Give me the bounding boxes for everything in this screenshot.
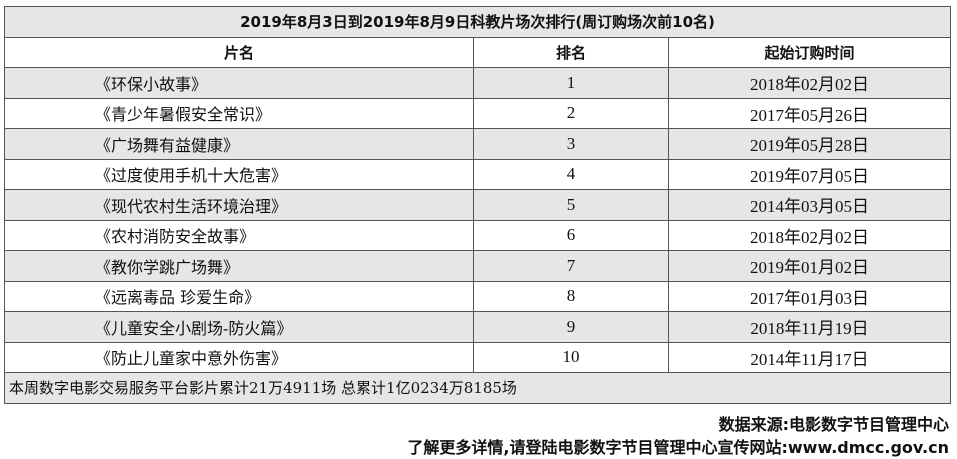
rank-cell: 6	[473, 219, 669, 251]
date-cell: 2017年05月26日	[667, 97, 952, 129]
name-cell: 《过度使用手机十大危害》	[4, 158, 474, 190]
table-row: 《广场舞有益健康》 3 2019年05月28日	[4, 128, 952, 160]
table-row: 《防止儿童家中意外伤害》 10 2014年11月17日	[4, 341, 952, 373]
date-cell: 2018年11月19日	[667, 311, 952, 343]
date-cell: 2018年02月02日	[667, 219, 952, 251]
ranking-table: 2019年8月3日到2019年8月9日科教片场次排行(周订购场次前10名) 片名…	[3, 6, 952, 404]
more-info: 了解更多详情,请登陆电影数字节目管理中心宣传网站:www.dmcc.gov.cn	[407, 438, 949, 457]
table-row: 《教你学跳广场舞》 7 2019年01月02日	[4, 250, 952, 282]
table-row: 《环保小故事》 1 2018年02月02日	[4, 67, 952, 99]
name-cell: 《远离毒品 珍爱生命》	[4, 280, 474, 312]
rank-cell: 4	[473, 158, 669, 190]
date-cell: 2017年01月03日	[667, 280, 952, 312]
title-row: 2019年8月3日到2019年8月9日科教片场次排行(周订购场次前10名)	[3, 6, 952, 38]
rank-cell: 7	[473, 250, 669, 282]
name-cell: 《环保小故事》	[4, 67, 474, 99]
table-row: 《现代农村生活环境治理》 5 2014年03月05日	[4, 189, 952, 221]
date-cell: 2018年02月02日	[667, 67, 952, 99]
table-footer: 本周数字电影交易服务平台影片累计21万4911场 总累计1亿0234万8185场	[3, 372, 952, 404]
date-cell: 2014年11月17日	[667, 341, 952, 373]
header-cell: 片名	[4, 36, 474, 68]
name-cell: 《农村消防安全故事》	[4, 219, 474, 251]
rank-cell: 3	[473, 128, 669, 160]
name-cell: 《教你学跳广场舞》	[4, 250, 474, 282]
rank-cell: 2	[473, 97, 669, 129]
rank-cell: 5	[473, 189, 669, 221]
table-row: 《过度使用手机十大危害》 4 2019年07月05日	[4, 158, 952, 190]
header-row: 片名 排名 起始订购时间	[4, 36, 952, 68]
date-cell: 2014年03月05日	[667, 189, 952, 221]
table-title: 2019年8月3日到2019年8月9日科教片场次排行(周订购场次前10名)	[3, 6, 952, 38]
source-note: 数据来源:电影数字节目管理中心	[718, 415, 949, 434]
date-cell: 2019年05月28日	[667, 128, 952, 160]
header-cell: 起始订购时间	[667, 36, 952, 68]
name-cell: 《现代农村生活环境治理》	[4, 189, 474, 221]
date-cell: 2019年01月02日	[667, 250, 952, 282]
table-row: 《儿童安全小剧场-防火篇》 9 2018年11月19日	[4, 311, 952, 343]
name-cell: 《青少年暑假安全常识》	[4, 97, 474, 129]
header-cell: 排名	[473, 36, 669, 68]
name-cell: 《广场舞有益健康》	[4, 128, 474, 160]
name-cell: 《儿童安全小剧场-防火篇》	[4, 311, 474, 343]
rank-cell: 8	[473, 280, 669, 312]
name-cell: 《防止儿童家中意外伤害》	[4, 341, 474, 373]
table-body: 《环保小故事》 1 2018年02月02日 《青少年暑假安全常识》 2 2017年05月2…	[4, 67, 952, 373]
footer-row: 本周数字电影交易服务平台影片累计21万4911场 总累计1亿0234万8185场	[3, 372, 952, 404]
rank-cell: 9	[473, 311, 669, 343]
table-row: 《农村消防安全故事》 6 2018年02月02日	[4, 219, 952, 251]
rank-cell: 10	[473, 341, 669, 373]
rank-cell: 1	[473, 67, 669, 99]
date-cell: 2019年07月05日	[667, 158, 952, 190]
table-row: 《青少年暑假安全常识》 2 2017年05月26日	[4, 97, 952, 129]
table-row: 《远离毒品 珍爱生命》 8 2017年01月03日	[4, 280, 952, 312]
